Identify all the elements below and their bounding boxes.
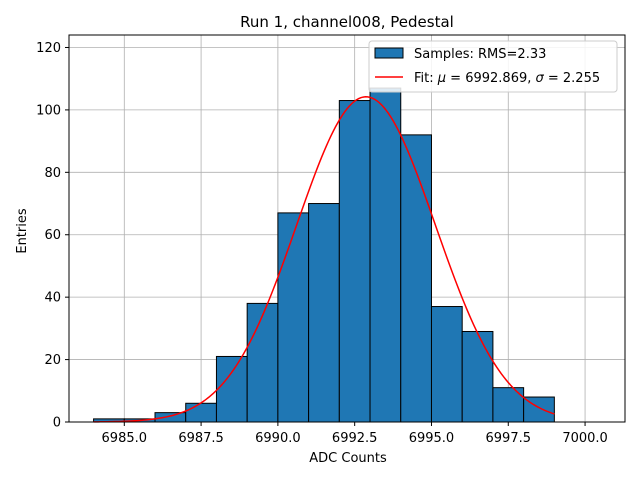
legend-fit-mu-text: = 6992.869, <box>446 71 535 86</box>
x-axis-label: ADC Counts <box>309 451 387 466</box>
x-tick-label: 6990.0 <box>255 431 301 446</box>
legend-samples-swatch <box>374 47 404 59</box>
y-tick-label: 100 <box>36 103 61 118</box>
y-tick-label: 80 <box>44 166 61 181</box>
histogram-bar <box>277 212 310 423</box>
chart-title: Run 1, channel008, Pedestal <box>240 13 454 31</box>
histogram-bar <box>338 100 371 423</box>
y-tick-label: 120 <box>36 41 61 56</box>
histogram-bar <box>369 87 402 423</box>
histogram-bar <box>215 355 248 423</box>
x-tick-label: 6997.5 <box>486 431 532 446</box>
y-tick-label: 60 <box>44 228 61 243</box>
axis-ticks: 6985.0 6987.5 6990.0 6992.5 6995.0 6997.5 7000… <box>36 41 608 446</box>
legend-samples-label: Samples: RMS=2.33 <box>414 47 546 62</box>
y-tick-label: 40 <box>44 291 61 306</box>
legend: Samples: RMS=2.33 Fit: μ = 6992.869, σ =… <box>368 40 618 93</box>
y-tick-label: 20 <box>44 353 61 368</box>
legend-fit-prefix: Fit: <box>414 71 438 86</box>
histogram-bar <box>400 134 432 423</box>
gaussian-fit-curve <box>93 96 555 423</box>
histogram-bar <box>154 412 187 423</box>
legend-fit-mu-symbol: μ <box>437 71 446 86</box>
x-tick-label: 6992.5 <box>332 431 378 446</box>
histogram-bar <box>430 306 463 423</box>
histogram-bar <box>308 203 340 423</box>
x-tick-label: 6985.0 <box>102 431 148 446</box>
y-axis-label: Entries <box>15 208 30 254</box>
legend-fit-sigma-symbol: σ <box>536 71 545 86</box>
histogram-bar <box>246 302 279 423</box>
x-tick-label: 6987.5 <box>178 431 224 446</box>
x-tick-label: 6995.0 <box>409 431 455 446</box>
legend-fit-sigma-text: = 2.255 <box>544 71 600 86</box>
legend-box <box>368 40 618 93</box>
x-tick-label: 7000.0 <box>562 431 608 446</box>
y-tick-label: 0 <box>53 416 61 431</box>
histogram-bar <box>461 330 494 423</box>
legend-fit-label: Fit: μ = 6992.869, σ = 2.255 <box>414 71 600 86</box>
histogram-bar <box>185 402 217 423</box>
plot-frame <box>68 34 626 423</box>
histogram-bars <box>93 87 555 423</box>
